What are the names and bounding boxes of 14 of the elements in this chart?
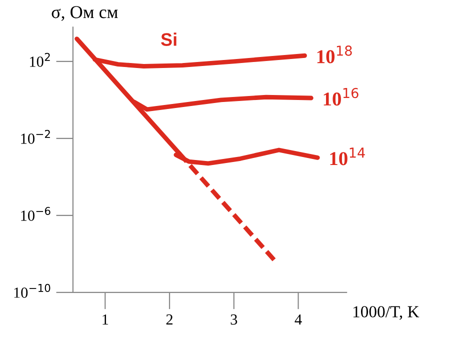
series-label: 10$^{16}$ [324, 88, 358, 106]
x-tick-label: 4 [294, 314, 302, 325]
x-axis-title: 1000/T, K [354, 306, 420, 320]
y-tick-label: 10$^{−10}$ [14, 284, 50, 298]
y-tick-label: 10$^{−6}$ [21, 206, 50, 221]
series-label: 10$^{18}$ [317, 46, 352, 64]
series-label: 10$^{14}$ [330, 148, 365, 166]
y-tick-label: 10$^{2}$ [30, 52, 50, 67]
x-tick-label: 2 [166, 314, 172, 325]
y-tick-label: 10$^{−2}$ [21, 130, 50, 144]
x-tick-label: 3 [230, 314, 238, 325]
y-axis-title: σ, Ом см [52, 6, 118, 21]
annotation: Si [161, 32, 176, 46]
x-tick-label: 1 [102, 314, 108, 325]
